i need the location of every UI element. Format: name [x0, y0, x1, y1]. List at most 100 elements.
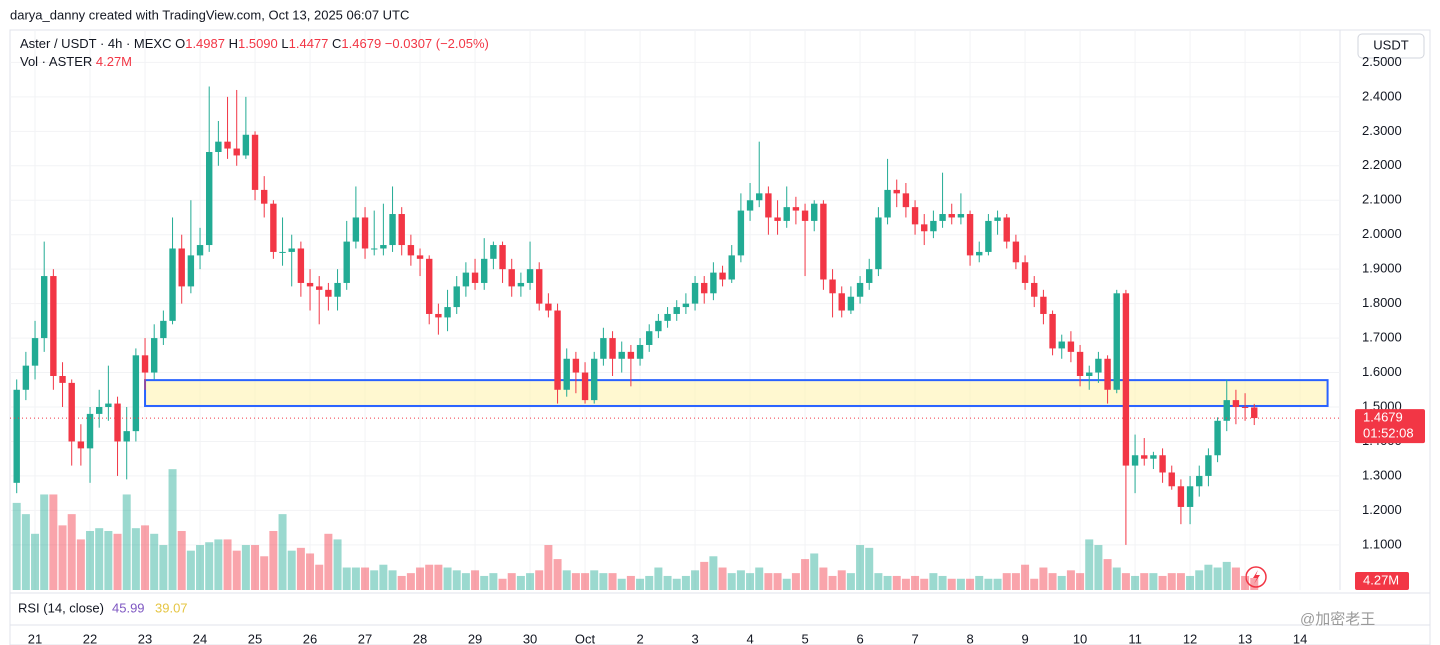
candle-body: [114, 403, 121, 442]
rsi-value: 45.99: [112, 600, 145, 615]
volume-bar: [956, 578, 965, 590]
volume-bar: [1195, 570, 1204, 590]
volume-bar: [819, 567, 828, 590]
volume-bar: [471, 570, 480, 590]
volume-bar: [746, 573, 755, 590]
candle-body: [792, 207, 800, 211]
candle-body: [572, 358, 580, 373]
volume-bar: [1112, 567, 1121, 590]
volume-bar: [333, 539, 342, 590]
candle-body: [123, 431, 130, 442]
candle-body: [141, 355, 149, 373]
candle-body: [50, 276, 57, 376]
grid: [10, 30, 1340, 590]
candle-body: [270, 203, 277, 252]
candle-body: [288, 248, 295, 252]
volume-bar: [12, 502, 21, 590]
currency-button[interactable]: [1357, 33, 1425, 59]
candle-body: [526, 269, 534, 283]
volume-bar: [709, 556, 718, 590]
x-tick-label: 22: [83, 631, 97, 645]
candle-body: [765, 193, 772, 218]
volume-tag-label: 4.27M: [1363, 572, 1399, 587]
candle-body: [701, 282, 708, 294]
candle-body: [426, 258, 433, 314]
y-tick-label: 1.8000: [1362, 295, 1402, 310]
volume-bar: [287, 550, 296, 590]
candle-body: [508, 269, 515, 287]
candle-body: [627, 351, 635, 359]
volume-bar: [764, 573, 773, 590]
candle-body: [1003, 217, 1010, 242]
candle-body: [801, 210, 809, 221]
volume-bar: [122, 494, 131, 590]
candle-body: [151, 338, 158, 373]
y-tick-label: 2.0000: [1362, 226, 1402, 241]
candle-body: [196, 245, 204, 256]
volume-bar: [681, 575, 690, 590]
volume-bar: [1231, 567, 1240, 590]
volume-bar: [920, 578, 929, 590]
candle-body: [462, 272, 470, 287]
plot: [10, 30, 1340, 590]
volume-bar: [461, 573, 470, 590]
volume-bar: [773, 573, 782, 590]
volume-bar: [251, 545, 260, 590]
alert-icon[interactable]: [1245, 566, 1267, 588]
volume-bar: [837, 570, 846, 590]
candle-body: [59, 375, 66, 383]
frame: [9, 29, 1431, 645]
candle-body: [251, 134, 259, 190]
candle-body: [233, 148, 240, 156]
volume-bar: [278, 514, 287, 590]
volume-bar: [489, 573, 498, 590]
candle-body: [224, 141, 231, 149]
candle-body: [1058, 341, 1065, 349]
candle-body: [1159, 455, 1166, 473]
candle-body: [517, 282, 525, 287]
volume-bar: [406, 573, 415, 590]
legend-value: 1.5090: [238, 36, 278, 51]
price-tag-label: 1.4679: [1363, 410, 1403, 425]
volume-bar: [608, 573, 617, 590]
volume-bar: [782, 578, 791, 590]
volume-bar: [727, 573, 736, 590]
volume-bar: [351, 567, 360, 590]
candle-body: [1131, 455, 1139, 466]
volume-bar: [49, 494, 58, 590]
candle-body: [22, 365, 30, 390]
volume-bar: [150, 533, 159, 590]
x-tick-label: 30: [523, 631, 537, 645]
volume-bar: [590, 570, 599, 590]
currency[interactable]: USDT: [1373, 37, 1408, 52]
candle-body: [930, 220, 937, 232]
candle-body: [829, 279, 836, 294]
volume-bar: [544, 545, 553, 590]
volume-bar: [21, 514, 30, 590]
volume-bar: [1048, 573, 1057, 590]
candle-body: [1251, 407, 1258, 419]
candle-body: [1196, 475, 1203, 487]
volume-bar: [516, 575, 525, 590]
volume-bar: [241, 545, 250, 590]
volume-bar: [223, 539, 232, 590]
volume-bar: [1158, 575, 1167, 590]
volume-bar: [1167, 573, 1176, 590]
candle-body: [132, 355, 140, 432]
volume-bar: [1140, 573, 1149, 590]
x-tick-label: 13: [1238, 631, 1252, 645]
volume-bar: [846, 573, 855, 590]
volume-bar: [929, 573, 938, 590]
candle-body: [361, 217, 369, 249]
candle-body: [279, 251, 286, 253]
candle-body: [499, 245, 506, 270]
volume-bar: [663, 575, 672, 590]
candle-body: [618, 351, 625, 359]
y-tick-label: 2.1000: [1362, 192, 1402, 207]
candle-body: [334, 282, 341, 297]
x-tick-label: 4: [746, 631, 753, 645]
volume-bar: [1066, 570, 1075, 590]
volume-bar: [1039, 567, 1048, 590]
volume-bar: [672, 578, 681, 590]
x-tick-label: 25: [248, 631, 262, 645]
